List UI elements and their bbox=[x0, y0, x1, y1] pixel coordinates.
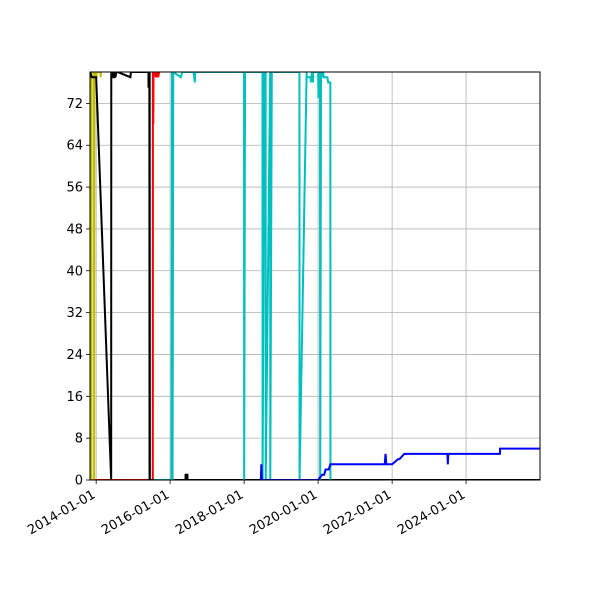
y-tick-label: 0 bbox=[75, 474, 83, 489]
series-line-3 bbox=[90, 72, 540, 480]
y-axis-ticks: 0 8 16 24 32 40 48 56 64 72 bbox=[66, 97, 90, 489]
axes bbox=[89, 71, 541, 481]
y-tick-label: 32 bbox=[66, 306, 83, 321]
series-line-5 bbox=[259, 447, 540, 480]
y-tick-label: 24 bbox=[66, 348, 83, 363]
y-tick-label: 72 bbox=[66, 97, 83, 112]
y-tick-label: 40 bbox=[66, 264, 83, 279]
grid-lines bbox=[90, 72, 540, 481]
y-tick-label: 56 bbox=[66, 181, 83, 196]
series-line-1 bbox=[90, 72, 161, 480]
plot-frame bbox=[89, 71, 541, 481]
y-tick-label: 8 bbox=[75, 432, 83, 447]
y-tick-label: 64 bbox=[66, 139, 83, 154]
y-tick-label: 16 bbox=[66, 390, 83, 405]
series-lines bbox=[90, 72, 540, 480]
y-tick-label: 48 bbox=[66, 222, 83, 237]
